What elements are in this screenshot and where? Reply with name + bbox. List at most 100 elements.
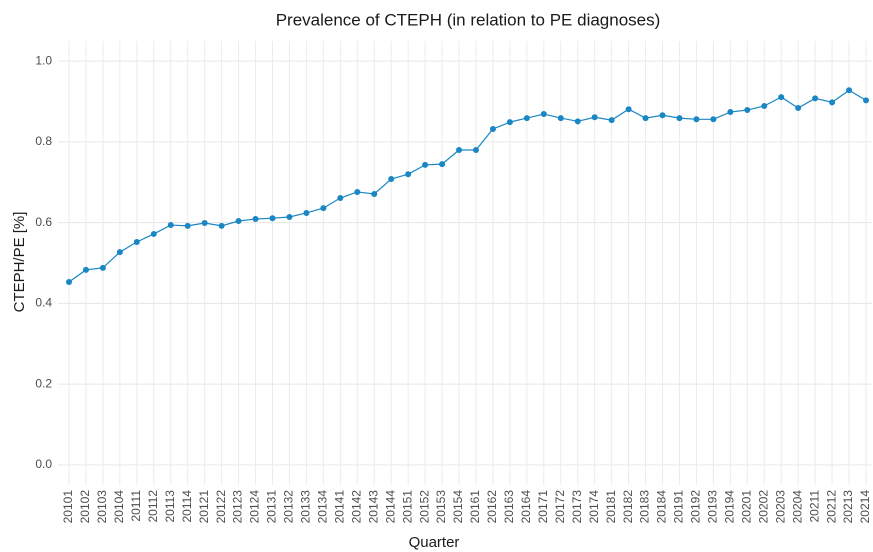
x-tick-label: 20203 <box>773 490 787 524</box>
x-tick-label: 20214 <box>858 490 872 524</box>
data-point <box>286 213 293 220</box>
data-point <box>557 115 564 122</box>
x-tick-label: 20174 <box>587 490 601 524</box>
x-tick-label: 20111 <box>129 490 143 522</box>
x-tick-label: 20181 <box>604 490 618 524</box>
data-point <box>218 222 225 229</box>
data-point <box>659 112 666 119</box>
x-tick-label: 20133 <box>299 490 313 524</box>
x-tick-label: 20173 <box>570 490 584 524</box>
x-tick-label: 20163 <box>502 490 516 524</box>
x-axis-title: Quarter <box>409 534 460 551</box>
data-point <box>540 111 547 118</box>
x-tick-label: 20153 <box>434 490 448 524</box>
data-point <box>388 176 395 183</box>
data-point <box>625 106 632 113</box>
data-point <box>812 95 819 102</box>
data-point <box>371 190 378 197</box>
x-tick-label: 20134 <box>316 490 330 524</box>
data-point <box>133 239 140 246</box>
x-tick-label: 20212 <box>824 490 838 524</box>
data-point <box>608 117 615 124</box>
chart-title: Prevalence of CTEPH (in relation to PE d… <box>276 10 661 29</box>
x-tick-label: 20162 <box>485 490 499 524</box>
data-point <box>82 266 89 273</box>
data-point <box>184 222 191 229</box>
x-tick-label: 20123 <box>231 490 245 524</box>
x-tick-label: 20102 <box>78 490 92 524</box>
data-point <box>744 107 751 114</box>
data-point <box>489 125 496 132</box>
data-point <box>456 146 463 153</box>
x-tick-label: 20132 <box>282 490 296 524</box>
x-tick-label: 20184 <box>655 490 669 524</box>
data-point <box>676 115 683 122</box>
data-point <box>405 171 412 178</box>
y-tick-label: 0.4 <box>35 296 52 310</box>
x-tick-label: 20171 <box>536 490 550 524</box>
data-point <box>574 118 581 125</box>
x-tick-label: 20193 <box>706 490 720 524</box>
data-point <box>829 99 836 106</box>
data-point <box>472 146 479 153</box>
data-point <box>354 188 361 195</box>
x-tick-label: 20182 <box>621 490 635 524</box>
y-tick-label: 0.8 <box>35 134 52 148</box>
x-tick-label: 20141 <box>332 490 346 524</box>
data-point <box>66 278 72 285</box>
data-point <box>269 215 276 222</box>
x-tick-label: 20204 <box>790 490 804 524</box>
data-point <box>778 94 785 101</box>
data-point <box>693 116 700 123</box>
x-tick-label: 20164 <box>519 490 533 524</box>
data-point <box>795 105 802 112</box>
x-tick-label: 20112 <box>146 490 160 523</box>
x-tick-label: 20122 <box>214 490 228 524</box>
x-tick-label: 20104 <box>112 490 126 524</box>
data-point <box>761 102 768 109</box>
x-tick-label: 20183 <box>638 490 652 524</box>
x-tick-label: 20192 <box>689 490 703 524</box>
x-tick-label: 20121 <box>197 490 211 524</box>
data-point <box>99 264 106 271</box>
series-line <box>68 89 867 283</box>
data-point <box>150 230 157 237</box>
data-point <box>439 161 446 168</box>
x-tick-label: 20202 <box>756 490 770 524</box>
x-tick-label: 20191 <box>672 490 686 524</box>
data-point <box>252 216 259 223</box>
data-point <box>320 205 327 212</box>
data-point <box>303 209 310 216</box>
x-tick-label: 20101 <box>61 490 75 524</box>
x-tick-label: 20201 <box>739 490 753 524</box>
data-point <box>235 218 242 225</box>
data-point <box>116 249 123 256</box>
x-tick-label: 20172 <box>553 490 567 524</box>
data-point <box>337 195 344 202</box>
data-point <box>642 115 649 122</box>
x-tick-label: 20151 <box>400 490 414 524</box>
data-point <box>591 114 598 121</box>
x-tick-label: 20124 <box>248 490 262 524</box>
x-tick-label: 20152 <box>417 490 431 524</box>
y-tick-label: 1.0 <box>35 53 52 67</box>
x-tick-label: 20144 <box>383 490 397 524</box>
x-tick-label: 20114 <box>180 490 194 523</box>
x-tick-label: 20131 <box>265 490 279 524</box>
x-tick-label: 20142 <box>349 490 363 524</box>
data-point <box>167 222 174 229</box>
y-tick-label: 0.0 <box>35 457 52 471</box>
data-point <box>846 87 853 94</box>
data-point <box>863 97 869 104</box>
data-point <box>727 109 734 116</box>
x-tick-label: 20213 <box>841 490 855 524</box>
data-point <box>422 161 429 168</box>
x-tick-label: 20194 <box>723 490 737 524</box>
data-point <box>710 116 717 123</box>
y-tick-label: 0.6 <box>35 215 52 229</box>
data-point <box>523 115 530 122</box>
data-point <box>201 220 208 227</box>
y-tick-label: 0.2 <box>35 376 52 390</box>
x-tick-label: 20113 <box>163 490 177 523</box>
